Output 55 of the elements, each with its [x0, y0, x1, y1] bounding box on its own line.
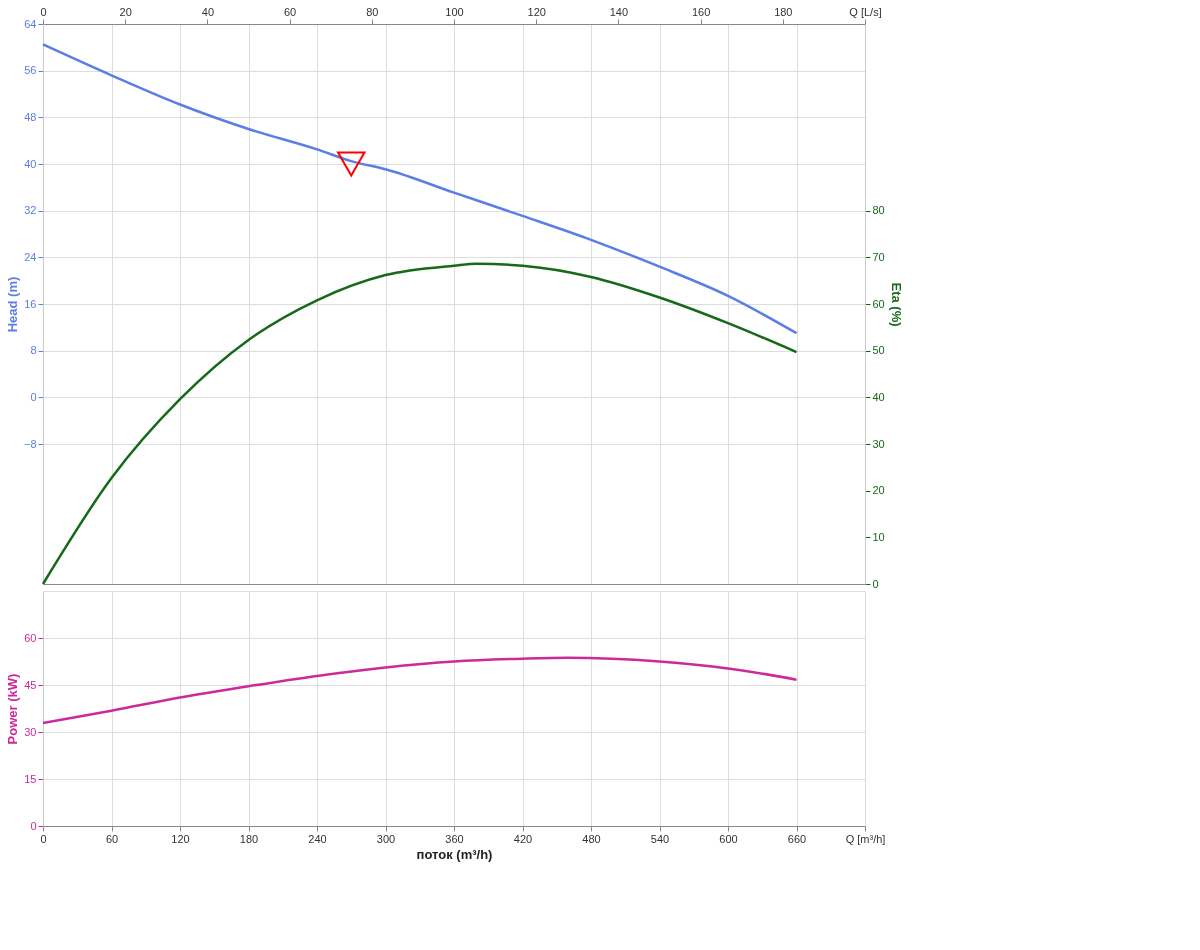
- x2-tick-label: 60: [283, 5, 297, 18]
- line-series: [41, 656, 798, 725]
- y-tick-label: 32: [24, 204, 37, 217]
- y2-tick-label: 70: [872, 250, 885, 263]
- y-tick-label: 16: [24, 297, 37, 310]
- x-tick-label: 120: [171, 832, 190, 845]
- y-tick-label: 24: [24, 250, 37, 263]
- x-tick-label: 240: [308, 832, 327, 845]
- x2-tick-label: 140: [609, 5, 629, 18]
- x2-tick-label: 40: [201, 5, 215, 18]
- x2-tick-label: 120: [527, 5, 546, 18]
- x-tick-label: 540: [650, 832, 670, 845]
- x-tick-label: 180: [239, 832, 259, 845]
- x2-tick-label: 80: [366, 5, 379, 18]
- x-tick-label: 360: [445, 832, 464, 845]
- y-axis-title: Power (kW): [5, 673, 21, 745]
- x-tick-label: 660: [787, 832, 807, 845]
- x-tick-label: 300: [376, 832, 396, 845]
- line-series: [41, 43, 798, 335]
- y-tick-label: 56: [24, 64, 37, 77]
- line-series: [41, 262, 798, 586]
- x2-tick-label: 180: [774, 5, 793, 18]
- x2-tick-label: 20: [119, 5, 132, 18]
- y-tick-label: 64: [24, 17, 37, 30]
- y2-tick-label: 30: [872, 437, 885, 450]
- y-tick-label: 40: [24, 157, 37, 170]
- y2-tick-label: 60: [872, 297, 885, 310]
- x2-tick-label: 0: [40, 5, 47, 18]
- y-tick-label: 60: [24, 631, 37, 644]
- x-tick-label: Q [m³/h]: [845, 832, 886, 845]
- x-tick-label: 420: [513, 832, 533, 845]
- y2-tick-label: 20: [872, 484, 885, 497]
- y-tick-label: 30: [24, 725, 37, 738]
- y2-tick-label: 80: [872, 204, 885, 217]
- x2-tick-label: 100: [445, 5, 464, 18]
- y-tick-label: 48: [24, 110, 37, 123]
- y-tick-label: −8: [23, 437, 37, 450]
- y2-axis-title: Eta (%): [888, 282, 904, 327]
- y-tick-label: 0: [30, 390, 37, 403]
- x-tick-label: 60: [105, 832, 119, 845]
- x2-tick-label: 160: [691, 5, 711, 18]
- x-axis-title: поток (m³/h): [416, 846, 493, 862]
- y-tick-label: 8: [30, 344, 37, 357]
- x-tick-label: 0: [40, 832, 47, 845]
- y2-tick-label: 50: [872, 344, 885, 357]
- x2-tick-label: Q [L/s]: [849, 5, 882, 18]
- y-tick-label: 0: [30, 819, 37, 832]
- x-tick-label: 600: [719, 832, 738, 845]
- y-tick-label: 45: [24, 678, 37, 691]
- y2-tick-label: 40: [872, 390, 885, 403]
- y-tick-label: 15: [24, 772, 37, 785]
- y2-tick-label: 0: [872, 577, 879, 590]
- x-tick-label: 480: [582, 832, 601, 845]
- y-axis-title: Head (m): [4, 276, 20, 333]
- y2-tick-label: 10: [872, 530, 885, 543]
